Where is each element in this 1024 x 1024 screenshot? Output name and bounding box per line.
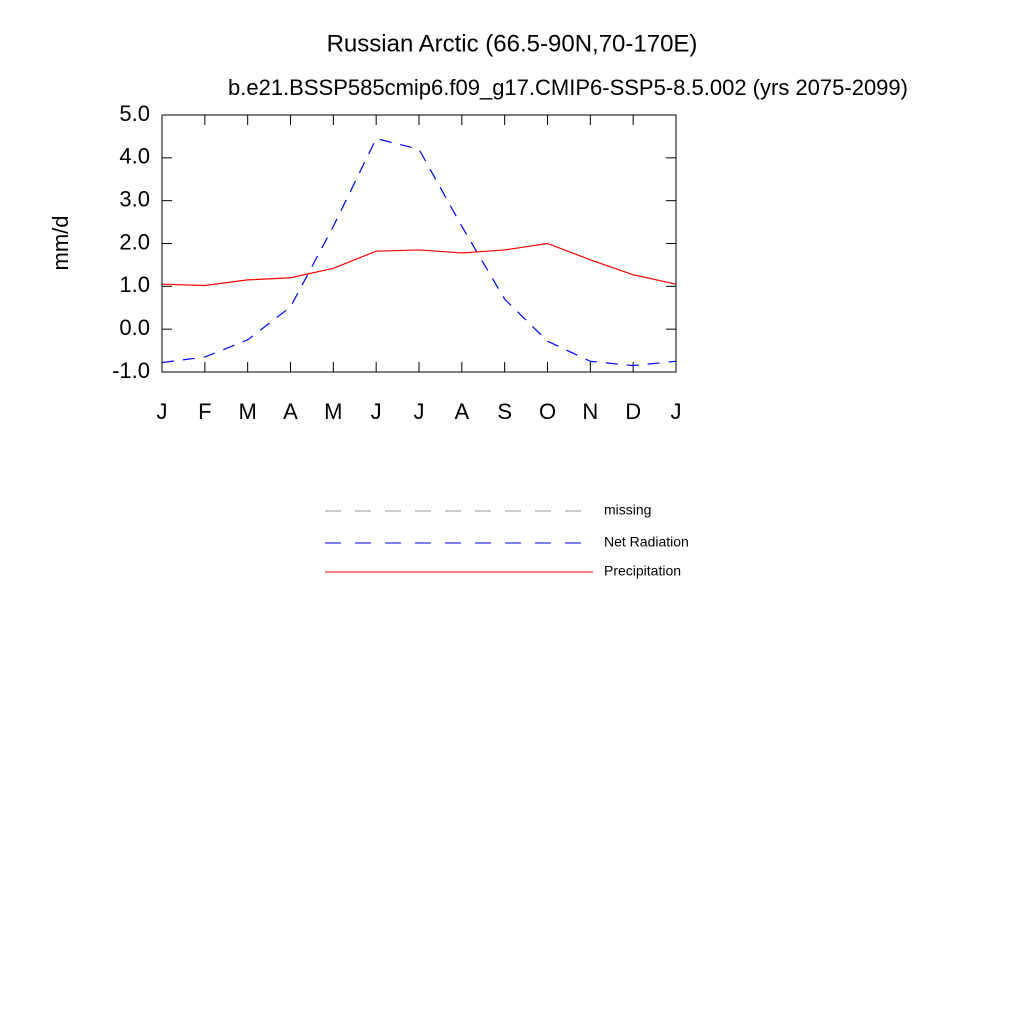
legend-label: Precipitation [604,563,681,579]
x-tick-label: S [497,399,512,424]
x-tick-label: O [539,399,556,424]
legend-label: Net Radiation [604,534,689,550]
x-tick-label: J [157,399,168,424]
chart-subtitle: b.e21.BSSP585cmip6.f09_g17.CMIP6-SSP5-8.… [228,75,908,100]
x-tick-label: F [198,399,211,424]
y-tick-label: -1.0 [112,358,150,383]
x-tick-label: A [283,399,298,424]
series-line [161,242,677,287]
x-tick-label: N [582,399,598,424]
y-tick-label: 0.0 [119,315,150,340]
y-tick-label: 3.0 [119,186,150,211]
y-tick-label: 4.0 [119,144,150,169]
x-tick-label: A [454,399,469,424]
legend-label: missing [604,502,651,518]
x-tick-label: D [625,399,641,424]
y-tick-label: 1.0 [119,272,150,297]
x-tick-label: M [324,399,342,424]
y-tick-label: 2.0 [119,229,150,254]
x-tick-label: J [371,399,382,424]
series-line [161,137,677,367]
x-tick-label: M [239,399,257,424]
y-axis-label: mm/d [48,216,73,271]
x-tick-label: J [671,399,682,424]
x-tick-label: J [414,399,425,424]
plot-frame [161,114,677,373]
y-tick-label: 5.0 [119,101,150,126]
chart-title: Russian Arctic (66.5-90N,70-170E) [327,30,698,57]
